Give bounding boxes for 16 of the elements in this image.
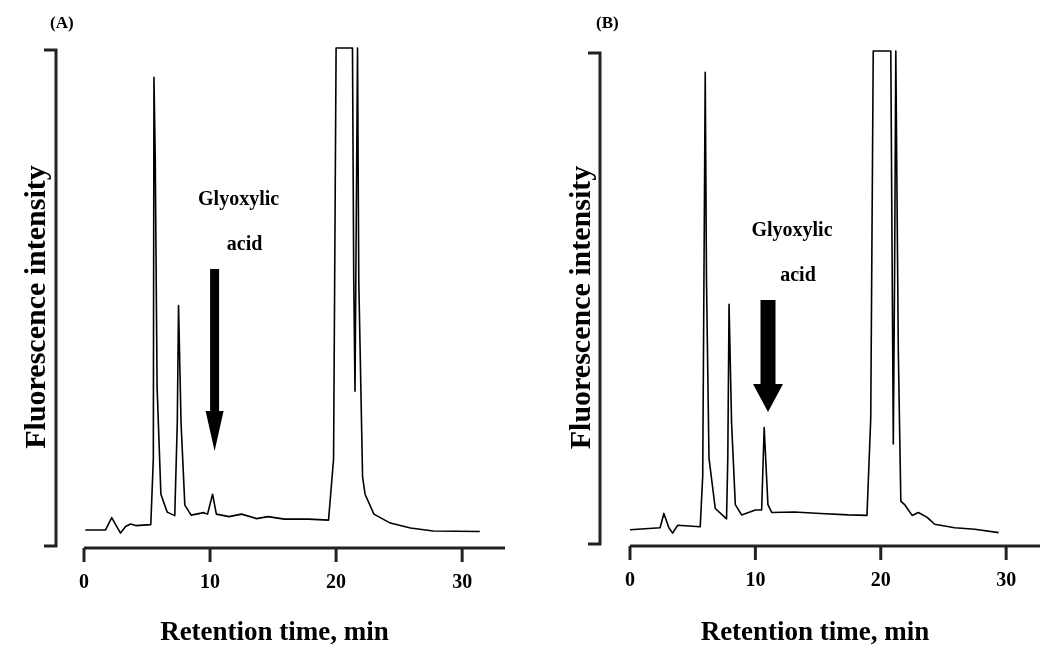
x-tick-label: 20: [870, 568, 891, 590]
x-tick-label: 10: [745, 568, 766, 590]
y-axis-title: Fluorescence intensity: [562, 165, 596, 450]
x-axis-title: Retention time, min: [700, 616, 930, 646]
x-tick-label: 30: [996, 568, 1017, 590]
annotation: Glyoxylic acid: [751, 218, 833, 285]
annotation: Glyoxylic acid: [198, 187, 280, 254]
x-tick-label: 10: [200, 570, 221, 592]
chart-title: (B): [596, 13, 619, 32]
x-tick-label: 20: [326, 570, 347, 592]
x-axis-title: Retention time, min: [160, 616, 389, 646]
x-tick-label: 0: [625, 568, 635, 590]
chart-title: (A): [50, 13, 74, 32]
x-tick-label: 30: [452, 570, 473, 592]
x-tick-label: 0: [79, 570, 89, 592]
y-axis-title: Fluorescence intensity: [17, 165, 51, 449]
